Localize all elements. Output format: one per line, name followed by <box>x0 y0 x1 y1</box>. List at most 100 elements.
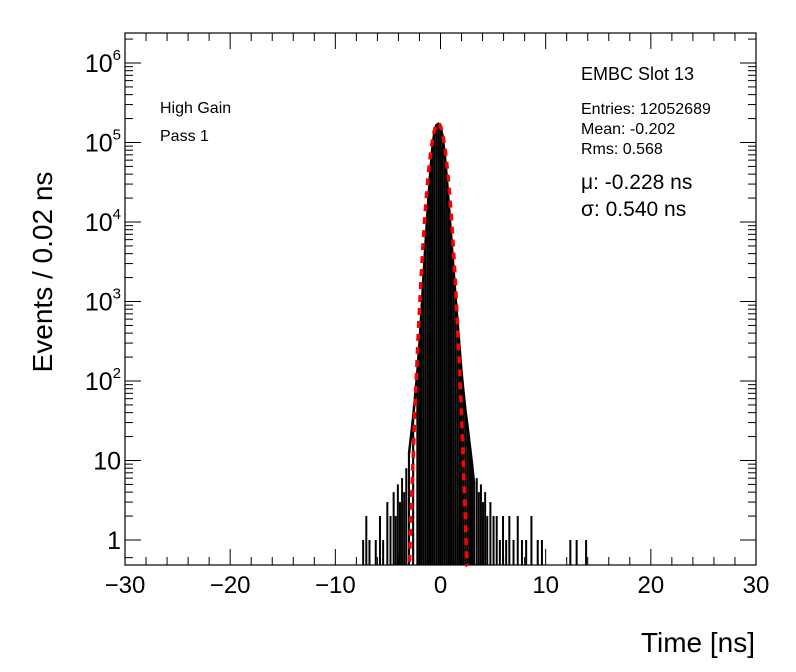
y-tick-label: 10 <box>93 448 121 476</box>
histogram-tail-bin <box>575 540 578 565</box>
y-tick-base: 10 <box>85 130 113 158</box>
histogram-bin <box>460 371 463 565</box>
histogram-tail-bin <box>368 540 371 565</box>
histogram-tail-bin <box>392 492 395 565</box>
histogram-tail-bin <box>382 540 385 565</box>
histogram-tail-bin <box>362 540 365 565</box>
histogram-tail-bin <box>495 516 498 565</box>
histogram-tail-bin <box>479 484 482 565</box>
x-tick-label: 0 <box>434 572 447 599</box>
histogram-bin <box>407 454 411 565</box>
histogram-tail-bin <box>520 540 523 565</box>
histogram-tail-bin <box>489 502 492 565</box>
histogram-bin <box>454 292 457 565</box>
histogram <box>362 122 588 566</box>
chart-title: EMBC Slot 13 <box>581 64 694 84</box>
histogram-tail-bin <box>530 516 533 565</box>
histogram-tail-bin <box>378 516 381 565</box>
x-tick-label: −10 <box>315 572 356 599</box>
histogram-tail-bin <box>498 540 501 565</box>
y-tick-label: 103 <box>85 286 121 317</box>
histogram-bin <box>426 205 429 565</box>
histogram-bin <box>449 234 453 566</box>
histogram-bin <box>428 175 432 565</box>
y-tick-base: 10 <box>85 50 113 78</box>
fit-sigma: σ: 0.540 ns <box>581 198 686 221</box>
histogram-bin <box>437 123 440 566</box>
y-tick-exponent: 3 <box>113 286 121 303</box>
histogram-outline <box>407 122 476 485</box>
y-tick-exponent: 4 <box>113 206 121 223</box>
histogram-bin <box>424 239 427 566</box>
histogram-bin <box>418 343 421 565</box>
histogram-bin <box>441 136 444 566</box>
y-tick-base: 10 <box>85 289 113 317</box>
y-tick-base: 10 <box>85 368 113 396</box>
histogram-tail-bin <box>512 540 515 565</box>
histogram-tail-bin <box>405 468 408 565</box>
histogram-tail-bin <box>492 516 495 565</box>
histogram-bin <box>433 133 436 565</box>
histogram-tail-bin <box>398 502 401 565</box>
histogram-tail-bin <box>569 540 572 565</box>
y-tick-label: 1 <box>107 527 121 555</box>
histogram-bin <box>466 428 469 565</box>
y-tick-label: 102 <box>85 365 121 396</box>
stats-mean: Mean: -0.202 <box>581 121 675 138</box>
histogram-bin <box>470 464 474 565</box>
histogram-tail-bin <box>516 516 519 565</box>
histogram-tail-bin <box>585 540 588 565</box>
y-tick-exponent: 2 <box>113 365 121 382</box>
x-tick-label: 20 <box>637 572 664 599</box>
histogram-tail-bin <box>525 540 528 565</box>
histogram-bin <box>456 319 459 565</box>
histogram-bin <box>445 177 448 565</box>
y-tick-label: 105 <box>85 127 121 158</box>
histogram-tail-bin <box>389 516 392 565</box>
histogram-tail-bin <box>403 492 406 565</box>
histogram-bin <box>435 125 438 566</box>
histogram-bin <box>431 150 434 565</box>
histogram-tail-bin <box>484 492 487 565</box>
histogram-bin <box>422 272 425 565</box>
pass-label: Pass 1 <box>160 128 209 145</box>
histogram-tail-bin <box>536 540 539 565</box>
y-tick-label: 106 <box>85 47 121 78</box>
histogram-tail-bin <box>365 516 368 565</box>
histogram-tail-bin <box>486 516 489 565</box>
histogram-tail-bin <box>508 516 511 565</box>
histogram-tail-bin <box>477 492 480 565</box>
histogram-tail-bin <box>374 540 377 565</box>
histogram-tail-bin <box>386 502 389 565</box>
histogram-tail-bin <box>482 502 485 565</box>
histogram-bin <box>473 484 476 565</box>
histogram-tail-bin <box>475 478 478 565</box>
histogram-bin <box>439 126 442 565</box>
x-tick-label: 30 <box>743 572 770 599</box>
histogram-bin <box>443 153 446 565</box>
x-axis-ticks: −30 −20 −10 0 10 20 30 <box>105 33 770 599</box>
x-tick-label: 10 <box>532 572 559 599</box>
histogram-bin <box>468 446 471 565</box>
histogram-bin <box>416 371 419 565</box>
y-tick-label: 104 <box>85 206 121 237</box>
histogram-tail-bin <box>505 540 508 565</box>
stats-entries: Entries: 12052689 <box>581 101 711 118</box>
y-tick-exponent: 5 <box>113 127 121 144</box>
y-tick-base: 10 <box>85 209 113 237</box>
histogram-tail-bin <box>401 478 404 565</box>
y-axis-label: Events / 0.02 ns <box>27 172 58 373</box>
x-tick-label: −30 <box>105 572 146 599</box>
histogram-tail-bin <box>394 516 397 565</box>
histogram-bin <box>452 263 455 565</box>
stats-rms: Rms: 0.568 <box>581 141 663 158</box>
histogram-bin <box>420 309 423 565</box>
histogram-bin <box>458 345 461 565</box>
y-tick-exponent: 6 <box>113 47 121 64</box>
gain-label: High Gain <box>160 100 231 117</box>
histogram-tail-bin <box>502 516 505 565</box>
histogram-bin <box>447 205 450 565</box>
x-tick-label: −20 <box>210 572 251 599</box>
